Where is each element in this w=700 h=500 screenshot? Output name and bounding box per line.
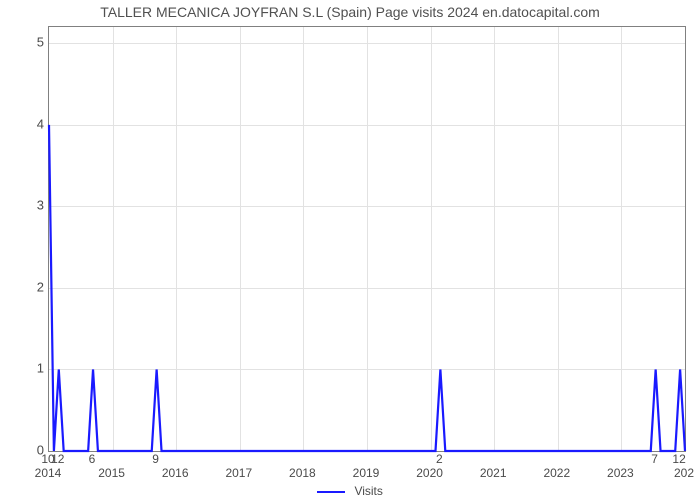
x-tick-upper: 12	[51, 452, 64, 466]
y-tick: 0	[8, 443, 44, 458]
x-tick-lower: 202	[674, 466, 694, 480]
x-tick-upper: 12	[672, 452, 685, 466]
x-tick-lower: 2021	[480, 466, 507, 480]
x-tick-upper: 2	[436, 452, 443, 466]
x-tick-lower: 2016	[162, 466, 189, 480]
x-tick-lower: 2017	[225, 466, 252, 480]
x-tick-lower: 2015	[98, 466, 125, 480]
x-tick-lower: 2020	[416, 466, 443, 480]
chart-title: TALLER MECANICA JOYFRAN S.L (Spain) Page…	[0, 4, 700, 20]
x-tick-upper: 7	[651, 452, 658, 466]
y-tick: 4	[8, 116, 44, 131]
x-tick-lower: 2023	[607, 466, 634, 480]
legend: Visits	[0, 484, 700, 498]
x-tick-lower: 2019	[353, 466, 380, 480]
x-tick-lower: 2022	[543, 466, 570, 480]
legend-label: Visits	[354, 484, 382, 498]
x-tick-upper: 9	[152, 452, 159, 466]
visits-line	[49, 125, 685, 451]
chart-container: TALLER MECANICA JOYFRAN S.L (Spain) Page…	[0, 0, 700, 500]
legend-swatch	[317, 491, 345, 493]
x-tick-upper: 6	[89, 452, 96, 466]
y-tick: 3	[8, 198, 44, 213]
x-tick-lower: 2014	[35, 466, 62, 480]
x-tick-lower: 2018	[289, 466, 316, 480]
plot-area	[48, 26, 686, 452]
y-tick: 2	[8, 279, 44, 294]
y-tick: 5	[8, 35, 44, 50]
y-tick: 1	[8, 361, 44, 376]
line-plot	[49, 27, 685, 451]
